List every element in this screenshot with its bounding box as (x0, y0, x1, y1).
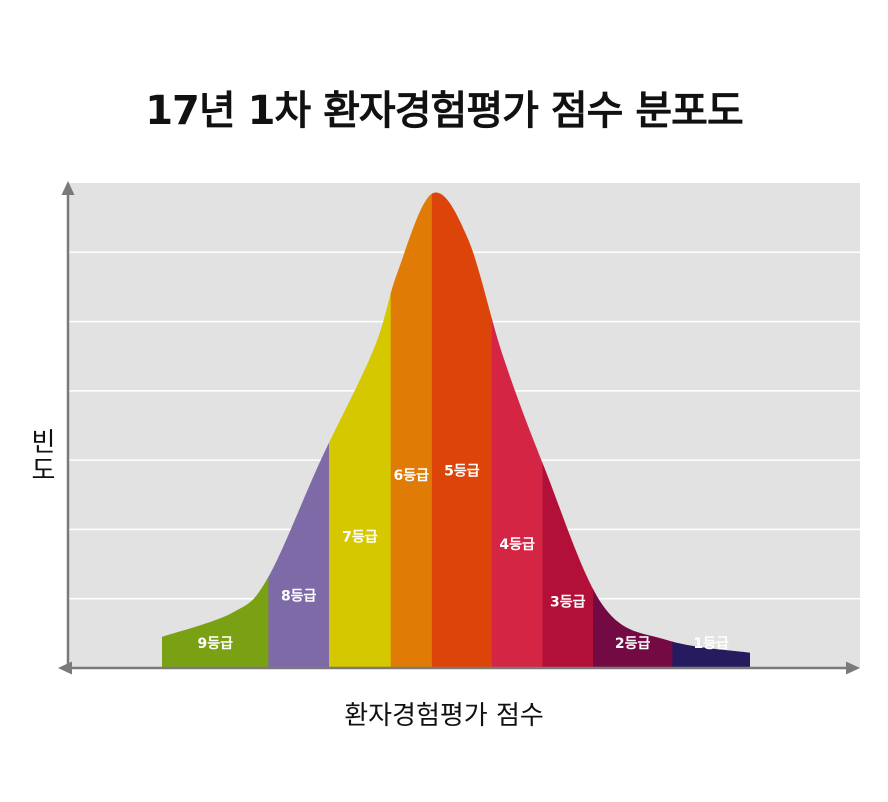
grade-label-6: 6등급 (394, 468, 430, 484)
grade-label-2: 2등급 (615, 636, 651, 652)
y-axis-label: 빈도 (26, 428, 56, 484)
x-axis-arrow-left-icon (58, 661, 72, 675)
y-axis (61, 181, 75, 668)
grade-label-5: 5등급 (444, 463, 480, 479)
grade-label-9: 9등급 (197, 636, 233, 652)
y-axis-arrow-icon (61, 181, 75, 195)
grade-label-1: 1등급 (693, 636, 729, 652)
x-axis-label: 환자경험평가 점수 (344, 701, 544, 731)
x-axis-arrow-right-icon (846, 661, 860, 675)
grade-label-4: 4등급 (499, 537, 535, 553)
grade-label-8: 8등급 (281, 589, 317, 605)
x-axis (58, 661, 860, 675)
grade-band-6 (390, 192, 433, 668)
chart-title: 17년 1차 환자경험평가 점수 분포도 (145, 88, 744, 134)
grade-label-7: 7등급 (342, 530, 378, 546)
grade-labels: 9등급 8등급 7등급 6등급 5등급 4등급 3등급 2등급 1등급 (197, 463, 729, 651)
grade-label-3: 3등급 (550, 595, 586, 611)
